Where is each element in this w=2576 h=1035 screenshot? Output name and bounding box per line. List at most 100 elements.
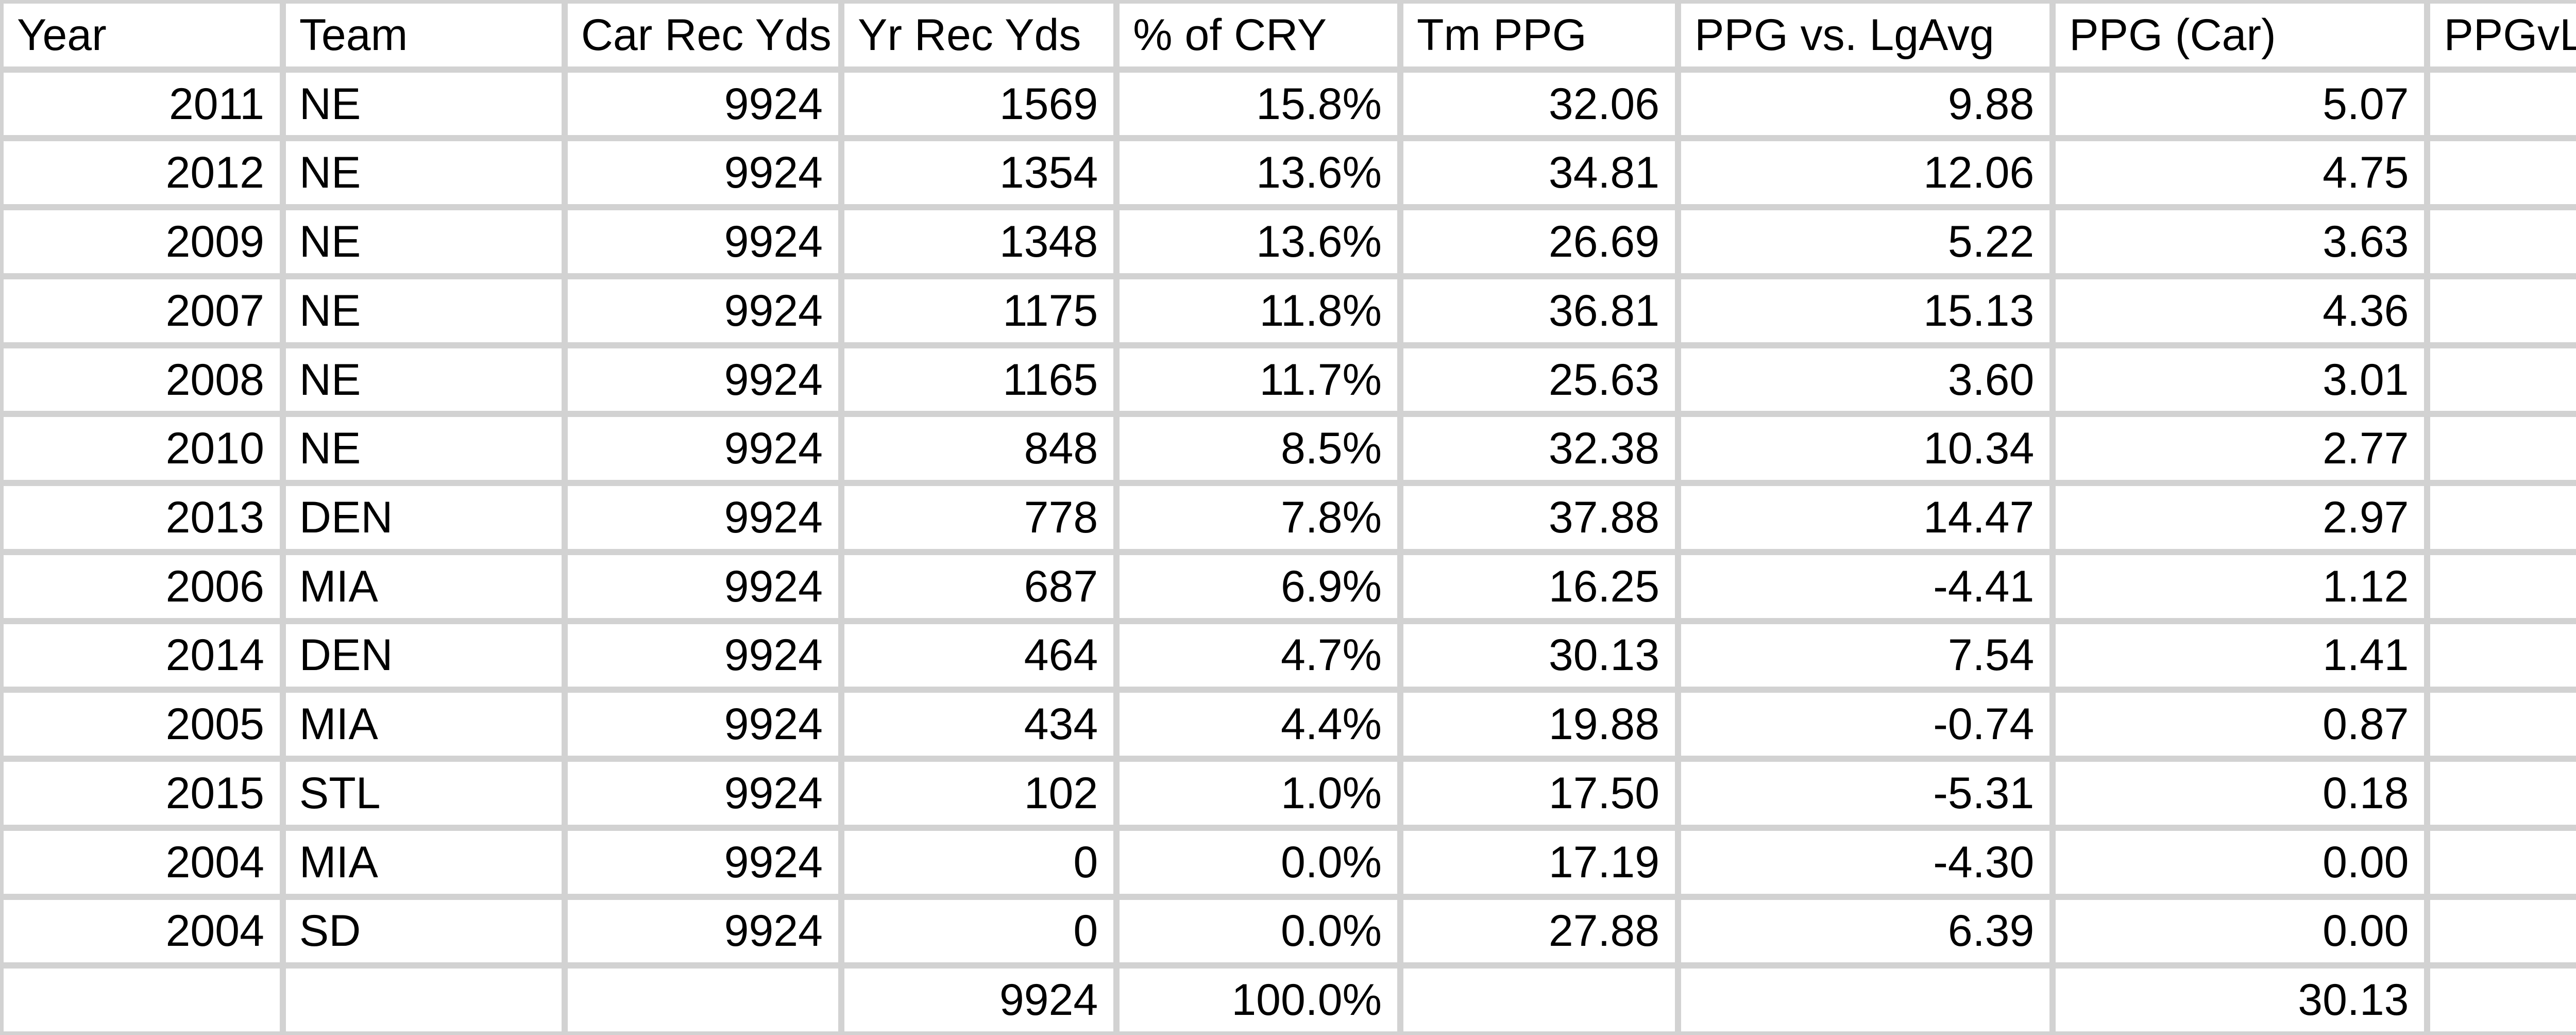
cell[interactable]: 19.88: [1403, 693, 1675, 756]
cell[interactable]: -0.05: [2430, 762, 2576, 825]
cell[interactable]: 2012: [4, 141, 280, 205]
cell[interactable]: -0.03: [2430, 693, 2576, 756]
cell[interactable]: 9924: [844, 969, 1114, 1031]
cell[interactable]: 6.9%: [1120, 555, 1397, 618]
cell[interactable]: 15.8%: [1120, 72, 1397, 136]
cell[interactable]: 0.0%: [1120, 830, 1397, 894]
cell[interactable]: NE: [285, 279, 562, 342]
cell[interactable]: 0.35: [2430, 624, 2576, 687]
cell[interactable]: 30.13: [1403, 624, 1675, 687]
cell[interactable]: 25.63: [1403, 348, 1675, 411]
cell[interactable]: NE: [285, 348, 562, 411]
cell[interactable]: 32.06: [1403, 72, 1675, 136]
cell[interactable]: 2.97: [2056, 486, 2425, 549]
cell[interactable]: 2007: [4, 279, 280, 342]
cell[interactable]: DEN: [285, 486, 562, 549]
cell[interactable]: NE: [285, 417, 562, 480]
header-cell-car-rec-yds[interactable]: Car Rec Yds: [567, 4, 838, 66]
header-cell-ppg-vs-lgavg[interactable]: PPG vs. LgAvg: [1681, 4, 2050, 66]
cell[interactable]: 9924: [567, 417, 838, 480]
cell[interactable]: -4.41: [1681, 555, 2050, 618]
cell[interactable]: 1.13: [2430, 486, 2576, 549]
cell[interactable]: 1569: [844, 72, 1114, 136]
cell[interactable]: 15.13: [1681, 279, 2050, 342]
cell[interactable]: 2009: [4, 210, 280, 273]
cell[interactable]: 13.6%: [1120, 141, 1397, 205]
cell[interactable]: 0.18: [2056, 762, 2425, 825]
cell[interactable]: 1.64: [2430, 141, 2576, 205]
cell[interactable]: 1165: [844, 348, 1114, 411]
cell[interactable]: NE: [285, 141, 562, 205]
cell[interactable]: 434: [844, 693, 1114, 756]
cell[interactable]: 7.54: [1681, 624, 2050, 687]
cell[interactable]: 0.87: [2056, 693, 2425, 756]
cell[interactable]: 9924: [567, 72, 838, 136]
cell[interactable]: MIA: [285, 693, 562, 756]
cell[interactable]: 7.8%: [1120, 486, 1397, 549]
cell[interactable]: 37.88: [1403, 486, 1675, 549]
cell[interactable]: 9924: [567, 899, 838, 963]
cell[interactable]: 17.19: [1403, 830, 1675, 894]
header-cell-year[interactable]: Year: [4, 4, 280, 66]
cell[interactable]: 4.7%: [1120, 624, 1397, 687]
cell[interactable]: STL: [285, 762, 562, 825]
cell[interactable]: 0.00: [2430, 830, 2576, 894]
cell[interactable]: 9924: [567, 210, 838, 273]
cell[interactable]: 9924: [567, 279, 838, 342]
cell[interactable]: [1681, 969, 2050, 1031]
cell[interactable]: MIA: [285, 555, 562, 618]
cell[interactable]: 2011: [4, 72, 280, 136]
cell[interactable]: 0.71: [2430, 210, 2576, 273]
header-cell-ppgvlgavg-car[interactable]: PPGvLgAvg(Car): [2430, 4, 2576, 66]
header-cell-team[interactable]: Team: [285, 4, 562, 66]
cell[interactable]: 2015: [4, 762, 280, 825]
cell[interactable]: 2004: [4, 830, 280, 894]
cell[interactable]: 0.88: [2430, 417, 2576, 480]
cell[interactable]: 4.4%: [1120, 693, 1397, 756]
cell[interactable]: 4.36: [2056, 279, 2425, 342]
cell[interactable]: 3.60: [1681, 348, 2050, 411]
cell[interactable]: 2013: [4, 486, 280, 549]
cell[interactable]: 27.88: [1403, 899, 1675, 963]
cell[interactable]: 10.34: [1681, 417, 2050, 480]
cell[interactable]: 2014: [4, 624, 280, 687]
cell[interactable]: 16.25: [1403, 555, 1675, 618]
cell[interactable]: 12.06: [1681, 141, 2050, 205]
header-cell-ppg-car[interactable]: PPG (Car): [2056, 4, 2425, 66]
cell[interactable]: 6.39: [1681, 899, 2050, 963]
cell[interactable]: -0.74: [1681, 693, 2050, 756]
cell[interactable]: 26.69: [1403, 210, 1675, 273]
cell[interactable]: 36.81: [1403, 279, 1675, 342]
cell[interactable]: 100.0%: [1120, 969, 1397, 1031]
cell[interactable]: 5.07: [2056, 72, 2425, 136]
cell[interactable]: 2.77: [2056, 417, 2425, 480]
cell[interactable]: 9924: [567, 693, 838, 756]
cell[interactable]: 3.01: [2056, 348, 2425, 411]
cell[interactable]: 687: [844, 555, 1114, 618]
cell[interactable]: [4, 969, 280, 1031]
cell[interactable]: [285, 969, 562, 1031]
cell[interactable]: 102: [844, 762, 1114, 825]
cell[interactable]: 1.56: [2430, 72, 2576, 136]
cell[interactable]: 9924: [567, 830, 838, 894]
cell[interactable]: 14.47: [1681, 486, 2050, 549]
cell[interactable]: 0.42: [2430, 348, 2576, 411]
cell[interactable]: 2010: [4, 417, 280, 480]
cell[interactable]: 1.41: [2056, 624, 2425, 687]
cell[interactable]: 0.0%: [1120, 899, 1397, 963]
cell[interactable]: 1.12: [2056, 555, 2425, 618]
cell[interactable]: 1175: [844, 279, 1114, 342]
cell[interactable]: 9924: [567, 141, 838, 205]
cell[interactable]: 9924: [567, 348, 838, 411]
cell[interactable]: 848: [844, 417, 1114, 480]
cell[interactable]: NE: [285, 210, 562, 273]
cell[interactable]: 34.81: [1403, 141, 1675, 205]
cell[interactable]: 3.63: [2056, 210, 2425, 273]
cell[interactable]: 1348: [844, 210, 1114, 273]
cell[interactable]: 0: [844, 899, 1114, 963]
cell[interactable]: 1.79: [2430, 279, 2576, 342]
cell[interactable]: 2005: [4, 693, 280, 756]
header-cell-of-cry[interactable]: % of CRY: [1120, 4, 1397, 66]
cell[interactable]: 13.6%: [1120, 210, 1397, 273]
cell[interactable]: 4.75: [2056, 141, 2425, 205]
